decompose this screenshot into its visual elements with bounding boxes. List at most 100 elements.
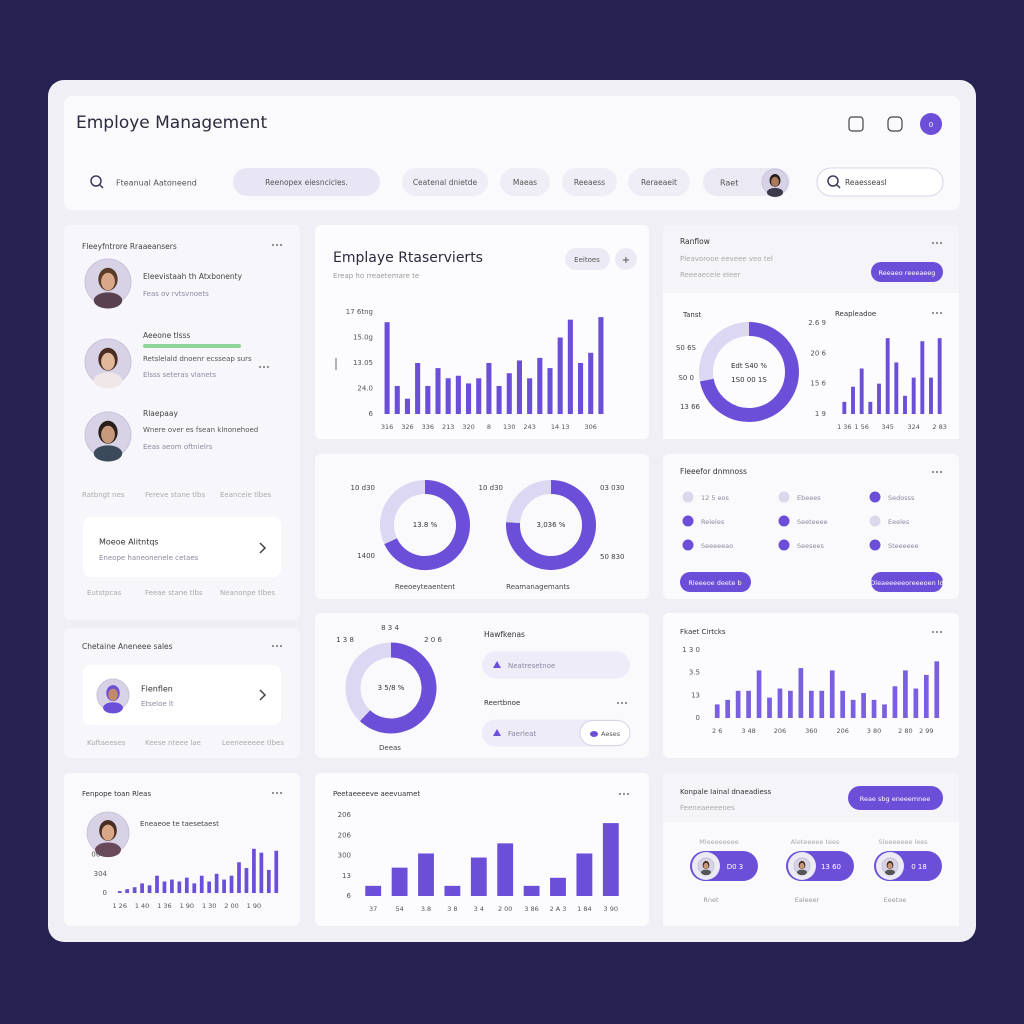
action-button[interactable] <box>680 572 751 592</box>
panel-button[interactable] <box>565 248 610 270</box>
menu-dot[interactable] <box>275 644 279 648</box>
option-dot[interactable] <box>869 491 881 503</box>
option-dot[interactable] <box>778 515 790 527</box>
bar <box>470 857 487 896</box>
x-tick-label: 1 40 <box>135 902 149 910</box>
filter-pill[interactable] <box>562 168 617 196</box>
menu-dot[interactable] <box>939 311 943 315</box>
add-button[interactable] <box>615 248 637 270</box>
x-tick-label: 3 4 <box>474 905 484 913</box>
menu-dot[interactable] <box>622 792 626 796</box>
menu-dot[interactable] <box>271 791 275 795</box>
chart-title: Fenpope toan Rleas <box>82 790 151 798</box>
panel-title: Hawfkenas <box>484 630 525 639</box>
chevron <box>259 542 267 554</box>
bar <box>365 885 382 896</box>
bar <box>445 378 451 414</box>
filter-pill[interactable] <box>628 168 690 196</box>
action-button[interactable] <box>871 262 943 282</box>
menu-dot[interactable] <box>618 792 622 796</box>
menu-dot[interactable] <box>931 630 935 634</box>
option-dot[interactable] <box>778 539 790 551</box>
menu-dot[interactable] <box>624 701 628 705</box>
bar <box>523 885 540 896</box>
menu-dot[interactable] <box>275 791 279 795</box>
option-dot[interactable] <box>869 515 881 527</box>
x-tick-label: 3 48 <box>741 727 755 735</box>
x-tick-label: 3.8 <box>421 905 431 913</box>
menu-dot[interactable] <box>935 311 939 315</box>
y-tick-label: 2.6 9 <box>808 319 826 327</box>
panel-text: Pleavorooe eeveee veo tel <box>680 255 773 263</box>
donut-segment <box>506 480 596 570</box>
menu-dot[interactable] <box>935 470 939 474</box>
bar <box>506 373 512 414</box>
menu-dot[interactable] <box>271 243 275 247</box>
y-tick-label: 1 3 0 <box>682 646 700 654</box>
button-label: Rleeeoe deete b <box>688 579 741 587</box>
contact-card[interactable] <box>83 665 281 725</box>
filter-pill[interactable] <box>402 168 488 196</box>
bar <box>885 338 890 414</box>
donut-segment <box>380 480 426 545</box>
profile-badge[interactable] <box>920 113 942 135</box>
filter-pill[interactable] <box>233 168 380 196</box>
menu-dot[interactable] <box>266 365 270 369</box>
option-dot[interactable] <box>682 539 694 551</box>
option-label: Eeeles <box>888 518 910 526</box>
dropdown[interactable] <box>816 167 944 197</box>
menu-dot[interactable] <box>931 241 935 245</box>
bar <box>184 877 189 893</box>
option-dot[interactable] <box>682 491 694 503</box>
icon-button[interactable] <box>848 116 864 132</box>
donut-annotation: 1400 <box>357 552 375 560</box>
menu-dot[interactable] <box>931 470 935 474</box>
menu-dot[interactable] <box>939 470 943 474</box>
avatar-body <box>93 292 123 309</box>
x-tick-label: 1 84 <box>577 905 591 913</box>
person-name: Aeeone tlsss <box>143 331 190 340</box>
donut-segment <box>384 480 470 570</box>
menu-dot[interactable] <box>931 311 935 315</box>
menu-dot[interactable] <box>935 630 939 634</box>
filter-pill[interactable] <box>500 168 550 196</box>
bar <box>394 385 400 414</box>
avatar-face <box>101 824 115 841</box>
icon-button[interactable] <box>887 116 903 132</box>
bar <box>850 699 856 718</box>
info-card[interactable] <box>83 517 281 577</box>
menu-dot[interactable] <box>620 701 624 705</box>
menu-dot[interactable] <box>262 365 266 369</box>
action-button[interactable] <box>848 786 943 810</box>
menu-dot[interactable] <box>275 243 279 247</box>
menu-dot[interactable] <box>271 644 275 648</box>
donut-annotation: 1 3 8 <box>336 636 354 644</box>
bar <box>871 699 877 718</box>
menu-dot[interactable] <box>939 241 943 245</box>
menu-dot[interactable] <box>279 243 283 247</box>
input-field[interactable] <box>482 651 630 679</box>
menu-dot[interactable] <box>279 644 283 648</box>
menu-dot[interactable] <box>279 791 283 795</box>
option-dot[interactable] <box>778 491 790 503</box>
toggle-label: Sleeeeeee lees <box>878 838 928 846</box>
bar <box>913 688 919 718</box>
x-tick-label: 326 <box>401 423 413 431</box>
bar <box>557 337 563 414</box>
y-tick-label: 0 <box>696 714 700 722</box>
option-dot[interactable] <box>869 539 881 551</box>
menu-dot[interactable] <box>939 630 943 634</box>
user-name: Raet <box>720 179 738 188</box>
menu-dot[interactable] <box>626 792 630 796</box>
menu-dot[interactable] <box>616 701 620 705</box>
donut-annotation: 2 0 6 <box>424 636 442 644</box>
menu-dot[interactable] <box>258 365 262 369</box>
bar <box>923 674 929 718</box>
option-dot[interactable] <box>682 515 694 527</box>
add-label: + <box>622 255 630 266</box>
y-tick-label: 1 9 <box>815 410 826 418</box>
action-button[interactable] <box>871 572 943 592</box>
menu-dot[interactable] <box>935 241 939 245</box>
form-button[interactable] <box>579 720 631 746</box>
bar <box>920 341 925 414</box>
